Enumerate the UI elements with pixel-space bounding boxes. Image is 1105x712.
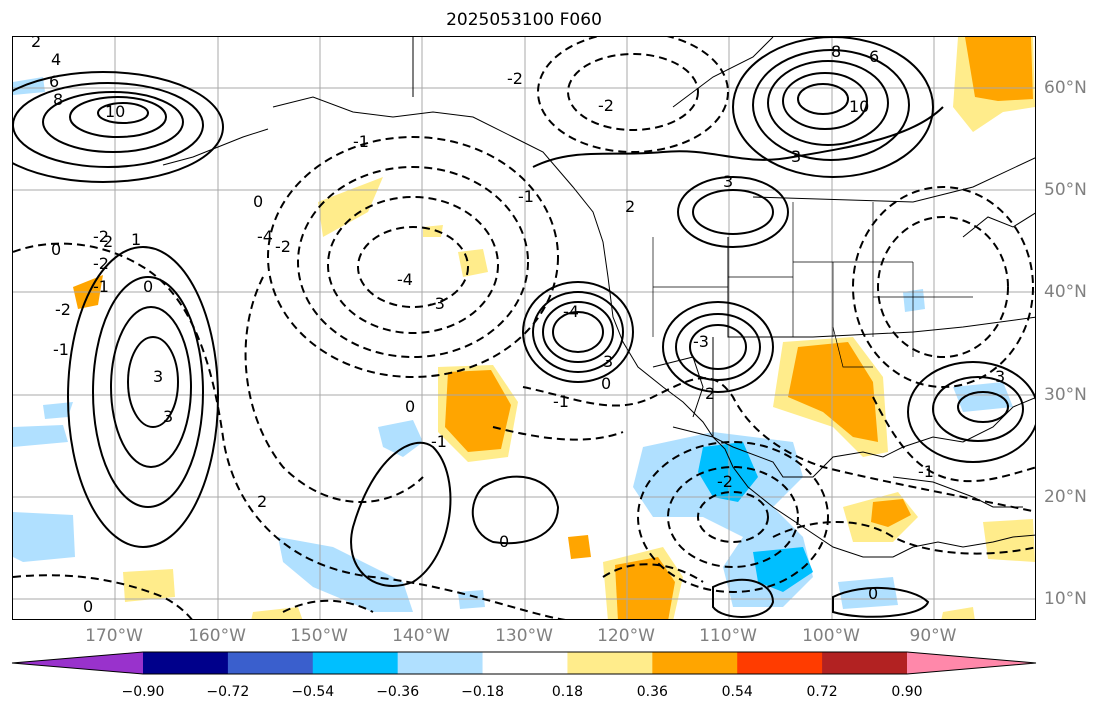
contour-label: -1 <box>353 132 369 151</box>
contour-label: -1 <box>518 187 534 206</box>
contour-label: -4 <box>257 227 273 246</box>
contour-label: 0 <box>253 192 263 211</box>
colorbar-tick-label: −0.90 <box>121 684 165 700</box>
colorbar-segment <box>737 652 823 674</box>
colorbar-tick-label: 0.72 <box>806 684 838 700</box>
lon-label: 120°W <box>597 626 655 646</box>
lat-label: 40°N <box>1044 282 1087 302</box>
contour-label: 6 <box>869 47 879 66</box>
coastlines <box>162 37 1035 558</box>
contour-label: 3 <box>723 172 733 191</box>
colorbar-tick-label: −0.18 <box>461 684 504 700</box>
lon-label: 110°W <box>699 626 757 646</box>
contour-label: -1 <box>53 340 69 359</box>
contour-label: -2 <box>93 254 109 273</box>
lat-label: 50°N <box>1044 180 1087 200</box>
contour-label: 0 <box>868 584 878 603</box>
lat-label: 10°N <box>1044 589 1087 609</box>
contour-label: -2 <box>55 300 71 319</box>
contour-label: -4 <box>397 270 413 289</box>
contour-label: 3 <box>163 407 173 426</box>
lat-label: 20°N <box>1044 487 1087 507</box>
contour-label: 0 <box>83 597 93 616</box>
lon-label: 170°W <box>85 626 143 646</box>
lon-label: 90°W <box>909 626 957 646</box>
contour-label: 0 <box>499 532 509 551</box>
map-panel: 2 4 6 8 10 -2 2 1 -2 -1 0 -2 -1 8 6 10 3… <box>12 36 1036 620</box>
contours-negative <box>13 37 1035 619</box>
colorbar-tick-label: 0.36 <box>636 684 668 700</box>
contour-label: 1 <box>131 230 141 249</box>
contour-label: 0 <box>405 397 415 416</box>
lat-label: 60°N <box>1044 78 1087 98</box>
colorbar-tick-label: 0.54 <box>721 684 753 700</box>
colorbar-tick-label: −0.54 <box>291 684 335 700</box>
colorbar-segment <box>482 652 568 674</box>
colorbar-tick-label: −0.36 <box>376 684 420 700</box>
contour-label: 2 <box>257 492 267 511</box>
contour-label: -2 <box>717 472 733 491</box>
colorbar-segment <box>567 652 653 674</box>
colorbar-tick-label: 0.18 <box>551 684 584 700</box>
contour-label: -3 <box>429 294 445 313</box>
contour-label: 6 <box>49 72 59 91</box>
contour-label: 10 <box>849 97 869 116</box>
colorbar-segment <box>227 652 314 674</box>
contour-label: -1 <box>431 432 447 451</box>
colorbar-tick-label: −0.72 <box>206 684 250 700</box>
contour-label: 4 <box>51 50 61 69</box>
graticule <box>13 37 1035 619</box>
colorbar-segment <box>397 652 484 674</box>
contour-label: 3 <box>791 147 801 166</box>
contour-label: 3 <box>603 352 613 371</box>
contour-label: -2 <box>507 69 523 88</box>
contour-label: 8 <box>831 42 841 61</box>
colorbar-segment <box>652 652 738 674</box>
contour-label: -3 <box>693 332 709 351</box>
contour-label: 2 <box>31 37 41 51</box>
map-canvas: 2 4 6 8 10 -2 2 1 -2 -1 0 -2 -1 8 6 10 3… <box>13 37 1035 619</box>
contours-positive <box>13 37 1035 618</box>
colorbar-tick-label: 0.90 <box>891 684 923 700</box>
contour-label: -1 <box>553 392 569 411</box>
contour-label: 10 <box>105 102 125 121</box>
colorbar-segment <box>12 652 143 674</box>
contour-label: 3 <box>153 367 163 386</box>
lon-label: 130°W <box>495 626 553 646</box>
colorbar-segment <box>143 652 229 674</box>
contour-label: -2 <box>598 96 614 115</box>
contour-label: 2 <box>103 232 113 251</box>
plot-title: 2025053100 F060 <box>446 10 602 30</box>
contour-label: 2 <box>625 197 635 216</box>
lon-label: 150°W <box>290 626 348 646</box>
lon-label: 140°W <box>392 626 450 646</box>
lon-label: 160°W <box>188 626 246 646</box>
contour-label: 0 <box>143 277 153 296</box>
colorbar-segment <box>907 652 1036 674</box>
contour-labels: 2 4 6 8 10 -2 2 1 -2 -1 0 -2 -1 8 6 10 3… <box>31 37 1005 616</box>
contour-label: 0 <box>51 240 61 259</box>
lon-label: 100°W <box>802 626 860 646</box>
contour-label: -1 <box>93 277 109 296</box>
colorbar-segment <box>822 652 908 674</box>
contour-label: -2 <box>93 227 109 246</box>
contour-label: -1 <box>918 462 934 481</box>
contour-label: 3 <box>995 367 1005 386</box>
contour-label: -2 <box>275 237 291 256</box>
contour-label: -4 <box>563 302 579 321</box>
contour-label: 0 <box>601 374 611 393</box>
contour-label: 2 <box>705 384 715 403</box>
colorbar <box>11 651 1037 675</box>
colorbar-segment <box>312 652 399 674</box>
contour-label: 8 <box>53 90 63 109</box>
lat-label: 30°N <box>1044 385 1087 405</box>
